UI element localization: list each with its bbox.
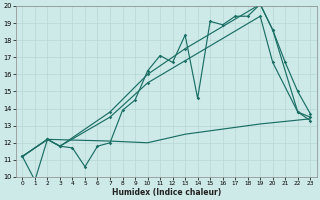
X-axis label: Humidex (Indice chaleur): Humidex (Indice chaleur): [112, 188, 221, 197]
